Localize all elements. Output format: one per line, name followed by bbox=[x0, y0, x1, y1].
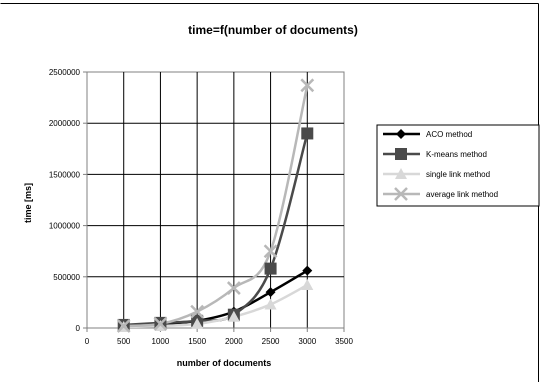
data-point-series-3 bbox=[116, 319, 131, 333]
data-point-series-1 bbox=[264, 262, 277, 275]
y-tick-label: 2000000 bbox=[49, 119, 81, 128]
legend-label-1: K-means method bbox=[426, 150, 487, 159]
data-point-series-2 bbox=[301, 278, 314, 290]
data-point-series-2 bbox=[264, 298, 277, 310]
data-point-series-3-stroke bbox=[190, 304, 205, 319]
legend-marker-2 bbox=[395, 168, 407, 179]
x-tick-label: 3500 bbox=[335, 337, 353, 346]
y-axis-label: time [ms] bbox=[23, 183, 33, 223]
legend-marker-0 bbox=[396, 129, 406, 139]
x-tick-label: 3000 bbox=[298, 337, 316, 346]
data-point-series-1 bbox=[301, 127, 314, 140]
x-tick-label: 1000 bbox=[152, 337, 170, 346]
legend-label-0: ACO method bbox=[426, 130, 472, 139]
data-point-series-3-stroke bbox=[226, 281, 241, 295]
data-point-series-3 bbox=[153, 317, 168, 331]
y-tick-label: 0 bbox=[76, 324, 81, 333]
y-tick-label: 2500000 bbox=[49, 68, 81, 77]
grid bbox=[87, 72, 344, 328]
data-point-series-3 bbox=[226, 281, 241, 295]
x-tick-label: 0 bbox=[85, 337, 90, 346]
x-tick-label: 500 bbox=[117, 337, 131, 346]
x-tick-label: 1500 bbox=[188, 337, 206, 346]
y-tick-label: 1000000 bbox=[49, 222, 81, 231]
data-point-series-2 bbox=[191, 317, 204, 329]
data-point-series-3 bbox=[263, 244, 278, 259]
legend-label-3: average link method bbox=[426, 190, 498, 199]
data-point-series-3-stroke bbox=[300, 78, 315, 93]
data-point-series-0 bbox=[265, 287, 276, 298]
legend: ACO method K-means method single link meth… bbox=[376, 124, 540, 207]
data-point-series-3-stroke bbox=[263, 244, 278, 259]
y-tick-label: 500000 bbox=[53, 273, 80, 282]
series-markers bbox=[116, 78, 315, 333]
legend-marker-3-stroke bbox=[394, 187, 408, 201]
x-tick-label: 2500 bbox=[262, 337, 280, 346]
data-point-series-3-stroke bbox=[116, 319, 131, 333]
legend-label-2: single link method bbox=[426, 170, 490, 179]
data-point-series-3 bbox=[300, 78, 315, 93]
legend-marker-1 bbox=[395, 148, 407, 160]
y-tick-label: 1500000 bbox=[49, 170, 81, 179]
data-point-series-3 bbox=[190, 304, 205, 319]
legend-marker-3 bbox=[394, 187, 408, 201]
chart-title: time=f(number of documents) bbox=[188, 23, 358, 37]
data-point-series-2 bbox=[227, 310, 240, 322]
x-tick-label: 2000 bbox=[225, 337, 243, 346]
x-axis-label: number of documents bbox=[177, 358, 272, 368]
data-point-series-3-stroke bbox=[153, 317, 168, 331]
data-point-series-0 bbox=[302, 265, 313, 276]
